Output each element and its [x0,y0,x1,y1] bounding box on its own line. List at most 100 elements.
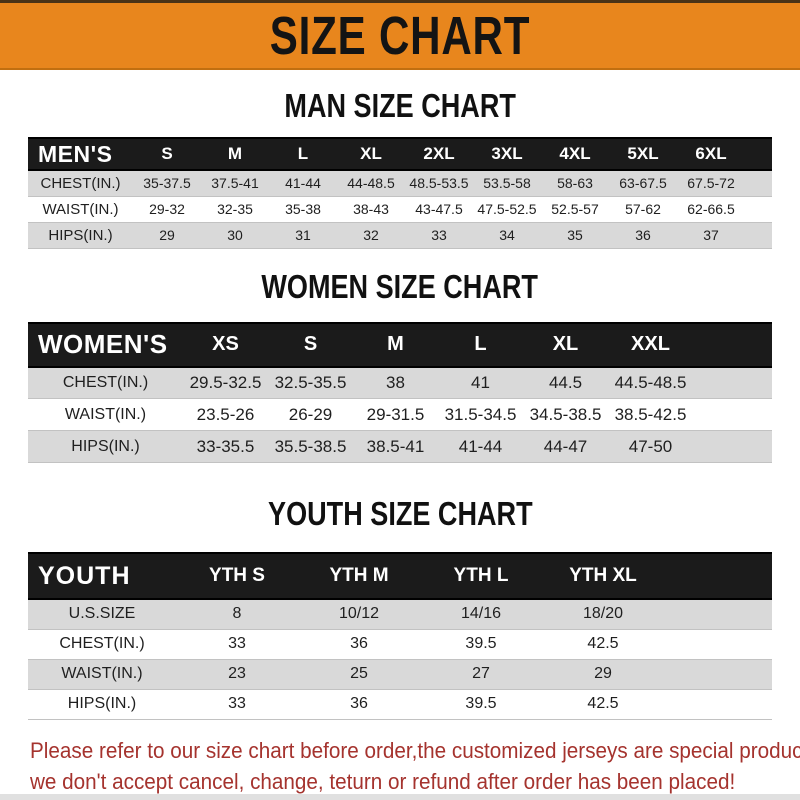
spacer-cell [745,196,772,223]
size-value: 10/12 [298,599,420,630]
youth-heading-text: YOUTH SIZE CHART [267,495,533,532]
women-section-heading: WOMEN SIZE CHART [0,267,800,305]
row-label: CHEST(IN.) [28,629,176,660]
youth-size-col: YTH M [298,552,420,600]
size-value: 36 [298,629,420,660]
row-label: HIPS(IN.) [28,430,183,463]
women-size-col: M [353,321,438,368]
women-hips-row: HIPS(IN.) 33-35.5 35.5-38.5 38.5-41 41-4… [28,430,772,463]
size-value: 8 [176,599,298,630]
size-value: 38.5-41 [353,430,438,463]
men-size-table: MEN'S S M L XL 2XL 3XL 4XL 5XL 6XL CHEST… [28,137,772,249]
size-value: 27 [420,659,542,690]
women-size-col: S [268,321,353,368]
youth-size-col: YTH XL [542,552,664,600]
size-value: 42.5 [542,689,664,720]
size-value: 35 [541,222,609,249]
spacer-cell [745,170,772,197]
youth-size-col: YTH S [176,552,298,600]
row-label: HIPS(IN.) [28,222,133,249]
men-hips-row: HIPS(IN.) 29 30 31 32 33 34 35 36 37 [28,222,772,249]
size-value: 35.5-38.5 [268,430,353,463]
size-value: 44.5 [523,366,608,399]
size-value: 62-66.5 [677,196,745,223]
size-value: 31.5-34.5 [438,398,523,431]
size-value: 31 [269,222,337,249]
spacer-cell [664,659,772,690]
size-value: 18/20 [542,599,664,630]
size-value: 29 [542,659,664,690]
spacer-cell [664,629,772,660]
size-value: 67.5-72 [677,170,745,197]
men-size-col: 4XL [541,137,609,171]
size-value: 44-48.5 [337,170,405,197]
men-chest-row: CHEST(IN.) 35-37.5 37.5-41 41-44 44-48.5… [28,170,772,197]
size-value: 23 [176,659,298,690]
size-value: 29 [133,222,201,249]
men-size-col: XL [337,137,405,171]
size-value: 47-50 [608,430,693,463]
women-size-col: L [438,321,523,368]
men-size-col: L [269,137,337,171]
youth-table-label: YOUTH [28,552,176,600]
size-value: 30 [201,222,269,249]
disclaimer-line-1: Please refer to our size chart before or… [30,737,800,763]
spacer-cell [693,366,772,399]
size-value: 25 [298,659,420,690]
men-header-row: MEN'S S M L XL 2XL 3XL 4XL 5XL 6XL [28,137,772,171]
size-value: 29-31.5 [353,398,438,431]
youth-chest-row: CHEST(IN.) 33 36 39.5 42.5 [28,629,772,660]
women-size-col: XL [523,321,608,368]
size-value: 36 [298,689,420,720]
row-label: WAIST(IN.) [28,196,133,223]
youth-ussize-row: U.S.SIZE 8 10/12 14/16 18/20 [28,599,772,630]
youth-waist-row: WAIST(IN.) 23 25 27 29 [28,659,772,690]
men-table-label: MEN'S [28,137,133,171]
size-value: 41-44 [269,170,337,197]
size-value: 47.5-52.5 [473,196,541,223]
size-value: 23.5-26 [183,398,268,431]
size-value: 32.5-35.5 [268,366,353,399]
size-value: 42.5 [542,629,664,660]
men-size-col: 3XL [473,137,541,171]
men-size-col: 6XL [677,137,745,171]
size-value: 29.5-32.5 [183,366,268,399]
youth-size-col: YTH L [420,552,542,600]
title-banner: SIZE CHART [0,0,800,70]
youth-hips-row: HIPS(IN.) 33 36 39.5 42.5 [28,689,772,720]
size-value: 37.5-41 [201,170,269,197]
row-label: WAIST(IN.) [28,398,183,431]
row-label: CHEST(IN.) [28,170,133,197]
women-size-col: XXL [608,321,693,368]
women-waist-row: WAIST(IN.) 23.5-26 26-29 29-31.5 31.5-34… [28,398,772,431]
men-waist-row: WAIST(IN.) 29-32 32-35 35-38 38-43 43-47… [28,196,772,223]
page-bottom-edge [0,794,800,800]
spacer-cell [693,398,772,431]
row-label: HIPS(IN.) [28,689,176,720]
size-value: 44-47 [523,430,608,463]
size-value: 39.5 [420,689,542,720]
size-value: 38.5-42.5 [608,398,693,431]
women-size-table: WOMEN'S XS S M L XL XXL CHEST(IN.) 29.5-… [28,321,772,463]
spacer-cell [745,137,772,171]
size-value: 35-38 [269,196,337,223]
size-value: 26-29 [268,398,353,431]
size-value: 32 [337,222,405,249]
size-value: 33 [176,629,298,660]
spacer-cell [664,689,772,720]
disclaimer-note: Please refer to our size chart before or… [0,735,800,797]
women-chest-row: CHEST(IN.) 29.5-32.5 32.5-35.5 38 41 44.… [28,366,772,399]
disclaimer-line-2: we don't accept cancel, change, teturn o… [30,768,736,794]
size-value: 41 [438,366,523,399]
men-size-col: 2XL [405,137,473,171]
women-heading-text: WOMEN SIZE CHART [261,267,539,305]
size-value: 34.5-38.5 [523,398,608,431]
size-value: 39.5 [420,629,542,660]
men-size-col: M [201,137,269,171]
size-value: 36 [609,222,677,249]
size-value: 14/16 [420,599,542,630]
size-value: 33-35.5 [183,430,268,463]
spacer-cell [693,321,772,368]
youth-size-table: YOUTH YTH S YTH M YTH L YTH XL U.S.SIZE … [28,552,772,720]
women-size-col: XS [183,321,268,368]
